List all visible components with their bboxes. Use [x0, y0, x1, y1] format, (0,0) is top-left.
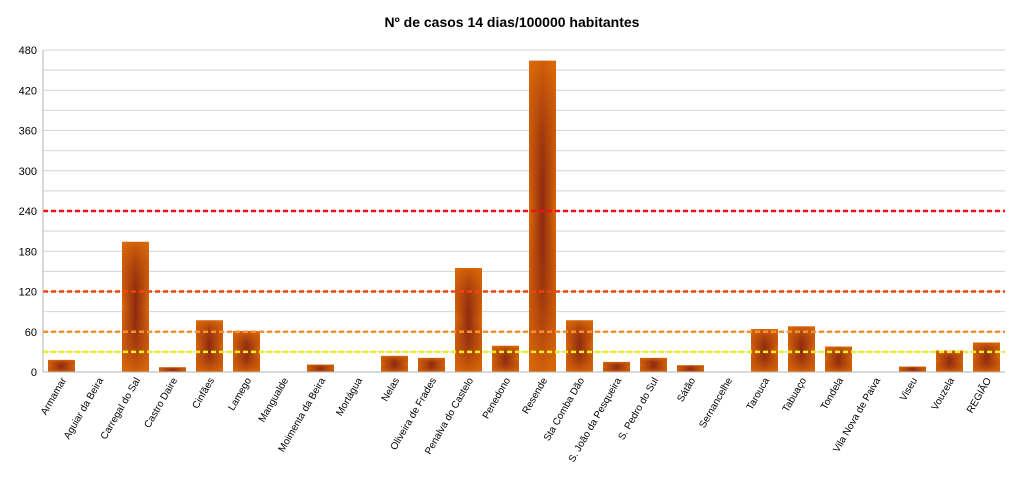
- bar-shade: [196, 320, 223, 372]
- x-tick-label: REGIÃO: [963, 375, 994, 415]
- y-tick-labels: 0 60 120 180 240 300 360 420 480: [19, 45, 37, 379]
- y-tick-label: 120: [19, 287, 37, 299]
- bar-shade: [566, 320, 593, 372]
- bar-shade: [122, 241, 149, 372]
- x-tick-label: Resende: [521, 376, 551, 417]
- bar: [381, 355, 408, 372]
- bar: [455, 268, 482, 372]
- x-tick-label: Tarouca: [745, 376, 773, 413]
- bar: [973, 342, 1000, 372]
- x-tick-label: Castro Daire: [143, 376, 181, 430]
- bar-shade: [381, 355, 408, 372]
- bar: [640, 357, 667, 372]
- reference-lines: [43, 209, 1005, 354]
- x-tick-label: Nelas: [380, 376, 402, 404]
- bar-shade: [159, 367, 186, 372]
- bar: [899, 366, 926, 372]
- x-tick-label: Sátão: [676, 376, 699, 405]
- x-tick-label: Penedono: [481, 376, 514, 421]
- bar-shade: [307, 364, 334, 372]
- x-tick-label: Lamego: [227, 376, 255, 413]
- axes: [42, 50, 1005, 373]
- y-tick-label: 300: [19, 166, 37, 178]
- x-tick-label: Vouzela: [930, 376, 958, 413]
- bar-shade: [455, 268, 482, 372]
- bar-shade: [418, 357, 445, 372]
- bar-shade: [48, 359, 75, 372]
- bar-shade: [640, 357, 667, 372]
- bar-shade: [788, 326, 815, 372]
- x-tick-label: Armamar: [39, 375, 69, 417]
- bar-shade: [825, 346, 852, 372]
- bar: [936, 350, 963, 372]
- bar: [48, 359, 75, 372]
- bar-shade: [603, 361, 630, 372]
- x-tick-label: Mangualde: [257, 376, 291, 425]
- bar: [677, 365, 704, 372]
- bar-shade: [973, 342, 1000, 372]
- x-tick-label: Cinfães: [191, 376, 217, 411]
- y-tick-label: 420: [19, 85, 37, 97]
- bar: [603, 361, 630, 372]
- bar: [566, 320, 593, 372]
- x-tick-label: Tondela: [819, 376, 846, 412]
- bar: [418, 357, 445, 372]
- bar-shade: [899, 366, 926, 372]
- x-tick-label: Sernancelhe: [697, 376, 735, 431]
- bar: [492, 345, 519, 372]
- y-tick-label: 240: [19, 206, 37, 218]
- x-tick-label: S. Pedro do Sul: [617, 376, 662, 442]
- bar: [825, 346, 852, 372]
- bar: [307, 364, 334, 372]
- bar: [529, 60, 556, 372]
- y-tick-label: 480: [19, 45, 37, 57]
- bar: [159, 367, 186, 372]
- bar: [196, 320, 223, 372]
- y-tick-label: 360: [19, 126, 37, 138]
- x-tick-label: Mortágua: [334, 376, 365, 418]
- bar: [122, 241, 149, 372]
- bars: [48, 60, 1000, 372]
- bar: [788, 326, 815, 372]
- bar: [751, 329, 778, 372]
- gridlines: [43, 49, 1005, 373]
- x-tick-label: Viseu: [898, 376, 920, 403]
- bar-shade: [529, 60, 556, 372]
- bar-shade: [492, 345, 519, 372]
- bar-shade: [751, 329, 778, 372]
- y-tick-label: 60: [25, 327, 37, 339]
- x-tick-label: Carregal do Sal: [99, 376, 143, 442]
- x-tick-label: Sta Comba Dão: [542, 376, 587, 443]
- x-tick-label: Aguiar da Beira: [62, 376, 106, 442]
- bar-shade: [936, 350, 963, 372]
- chart-title: Nº de casos 14 dias/100000 habitantes: [385, 14, 640, 30]
- y-tick-label: 180: [19, 246, 37, 258]
- y-tick-label: 0: [31, 367, 37, 379]
- x-tick-label: Tabuaço: [781, 376, 810, 415]
- bar-shade: [677, 365, 704, 372]
